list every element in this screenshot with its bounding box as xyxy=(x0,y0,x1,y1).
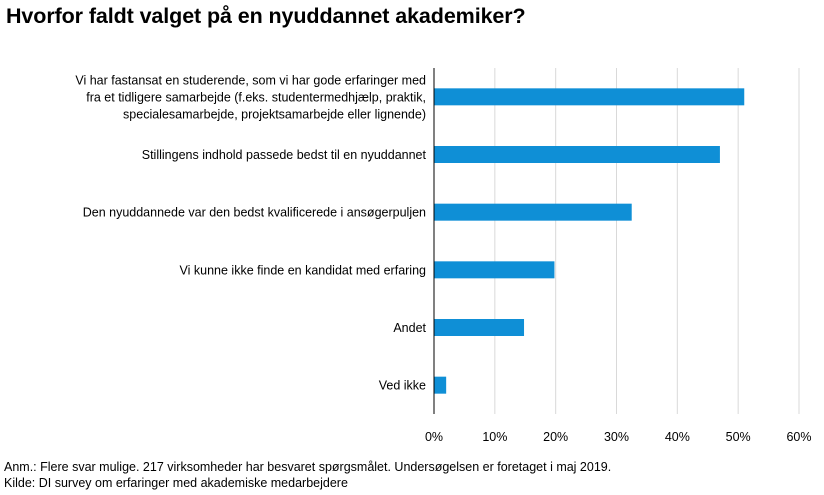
category-label: Vi kunne ikke finde en kandidat med erfa… xyxy=(180,263,427,277)
bar xyxy=(434,376,447,394)
category-label: specialesamarbejde, projektsamarbejde el… xyxy=(123,107,426,121)
footnote-anm: Anm.: Flere svar mulige. 217 virksomhede… xyxy=(4,460,612,474)
category-label: Stillingens indhold passede bedst til en… xyxy=(142,148,427,162)
x-tick-labels: 0% 10% 20% 30% 40% 50% 60% xyxy=(425,430,812,444)
category-label: Ved ikke xyxy=(379,379,426,393)
category-label: Vi har fastansat en studerende, som vi h… xyxy=(75,73,426,87)
category-label: Andet xyxy=(393,321,426,335)
footnote-source: Kilde: DI survey om erfaringer med akade… xyxy=(4,476,348,490)
chart-title: Hvorfor faldt valget på en nyuddannet ak… xyxy=(6,4,526,28)
x-tick-label: 50% xyxy=(726,430,751,444)
category-label: fra et tidligere samarbejde (f.eks. stud… xyxy=(86,90,426,104)
x-tick-label: 0% xyxy=(425,430,443,444)
category-labels: Vi har fastansat en studerende, som vi h… xyxy=(75,73,426,392)
category-label: Den nyuddannede var den bedst kvalificer… xyxy=(83,206,426,220)
x-tick-label: 40% xyxy=(665,430,690,444)
bar xyxy=(434,261,555,279)
bars xyxy=(434,88,745,394)
bar xyxy=(434,203,632,221)
x-tick-label: 60% xyxy=(786,430,811,444)
bar xyxy=(434,319,525,336)
bar xyxy=(434,146,720,163)
x-tick-label: 30% xyxy=(604,430,629,444)
bar xyxy=(434,88,745,106)
gridlines xyxy=(494,68,800,414)
x-tick-label: 20% xyxy=(543,430,568,444)
x-tick-label: 10% xyxy=(482,430,507,444)
